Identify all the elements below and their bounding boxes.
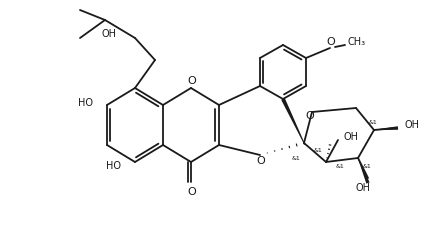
Text: OH: OH bbox=[355, 183, 370, 193]
Text: &1: &1 bbox=[362, 164, 371, 169]
Text: O: O bbox=[305, 111, 314, 121]
Text: &1: &1 bbox=[368, 119, 377, 124]
Text: O: O bbox=[187, 76, 196, 86]
Polygon shape bbox=[281, 98, 304, 143]
Text: O: O bbox=[187, 187, 196, 197]
Text: &1: &1 bbox=[313, 149, 322, 154]
Text: &1: &1 bbox=[335, 164, 344, 169]
Text: OH: OH bbox=[101, 29, 116, 39]
Text: OH: OH bbox=[343, 132, 358, 142]
Text: CH₃: CH₃ bbox=[347, 37, 365, 47]
Polygon shape bbox=[357, 158, 369, 184]
Polygon shape bbox=[373, 126, 397, 130]
Text: HO: HO bbox=[106, 161, 121, 171]
Text: &1: &1 bbox=[291, 155, 299, 160]
Text: HO: HO bbox=[78, 98, 93, 108]
Text: O: O bbox=[256, 156, 265, 166]
Text: O: O bbox=[326, 37, 334, 47]
Text: OH: OH bbox=[404, 120, 419, 130]
